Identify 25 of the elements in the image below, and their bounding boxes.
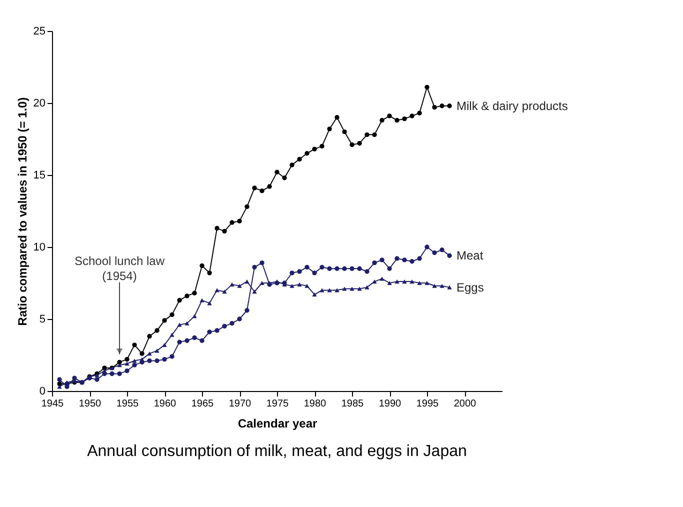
x-axis-title: Calendar year bbox=[238, 416, 318, 430]
x-tick-label: 1975 bbox=[266, 398, 290, 410]
x-tick-label: 1990 bbox=[378, 398, 402, 410]
y-tick-label: 15 bbox=[33, 170, 46, 182]
y-tick-label: 5 bbox=[39, 314, 46, 326]
y-tick-label: 0 bbox=[39, 386, 46, 398]
x-tick-label: 1970 bbox=[228, 398, 252, 410]
annotation: School lunch law (1954) bbox=[74, 254, 165, 284]
x-tick-label: 2000 bbox=[454, 398, 477, 410]
x-tick-label: 1950 bbox=[78, 398, 102, 410]
x-tick-label: 1980 bbox=[304, 398, 327, 410]
y-tick-label: 10 bbox=[33, 242, 46, 254]
x-tick-label: 1985 bbox=[341, 398, 364, 410]
series-label: Milk & dairy products bbox=[456, 98, 568, 113]
y-axis-title: Ratio compared to values in 1950 (= 1.0) bbox=[15, 97, 30, 326]
series-label: Eggs bbox=[456, 280, 484, 294]
y-tick-label: 25 bbox=[33, 26, 46, 38]
x-tick-label: 1995 bbox=[416, 398, 440, 410]
x-tick-label: 1960 bbox=[154, 398, 177, 410]
x-tick-label: 1955 bbox=[116, 398, 140, 410]
text: Annual consumption of milk, meat, and eggs in Japan bbox=[87, 443, 467, 460]
y-tick-label: 20 bbox=[33, 98, 46, 110]
x-tick-label: 1965 bbox=[191, 398, 214, 410]
series-label: Meat bbox=[456, 248, 484, 263]
x-tick-label: 1945 bbox=[41, 398, 64, 410]
